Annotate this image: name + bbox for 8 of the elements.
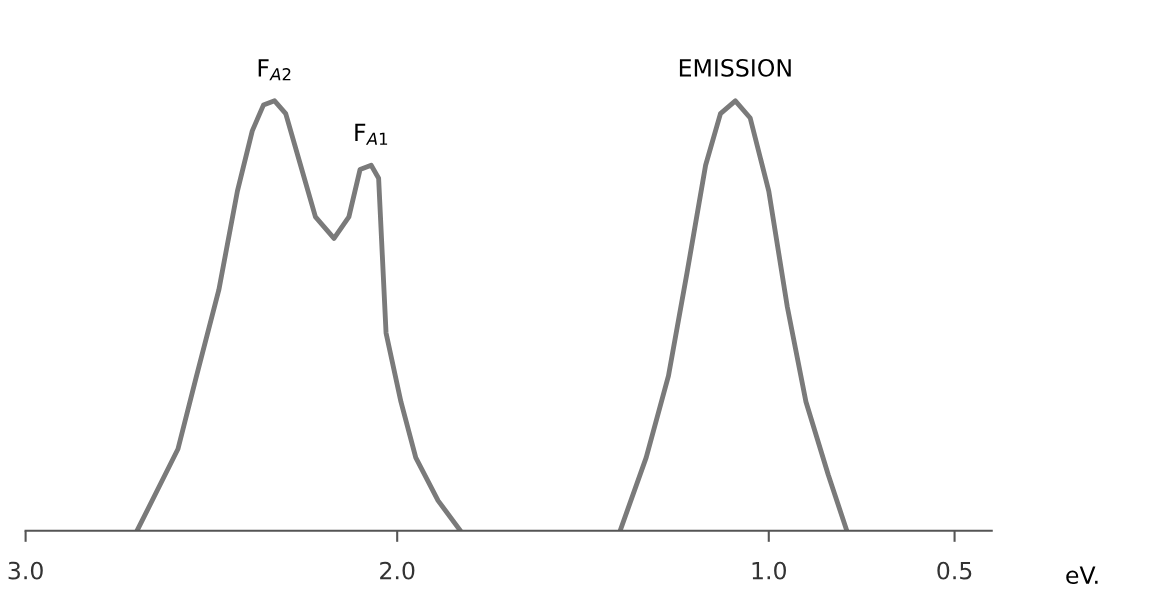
x-axis-title: eV. (1066, 566, 1098, 585)
annotation: F$_{A1}$ (355, 123, 388, 145)
x-tick-label: 1.0 (752, 561, 786, 580)
x-tick-label: 0.5 (937, 561, 972, 580)
x-tick-label: 3.0 (8, 561, 43, 580)
annotation: F$_{A2}$ (258, 59, 291, 81)
annotation: EMISSION (679, 58, 791, 77)
x-tick-label: 2.0 (380, 561, 415, 580)
